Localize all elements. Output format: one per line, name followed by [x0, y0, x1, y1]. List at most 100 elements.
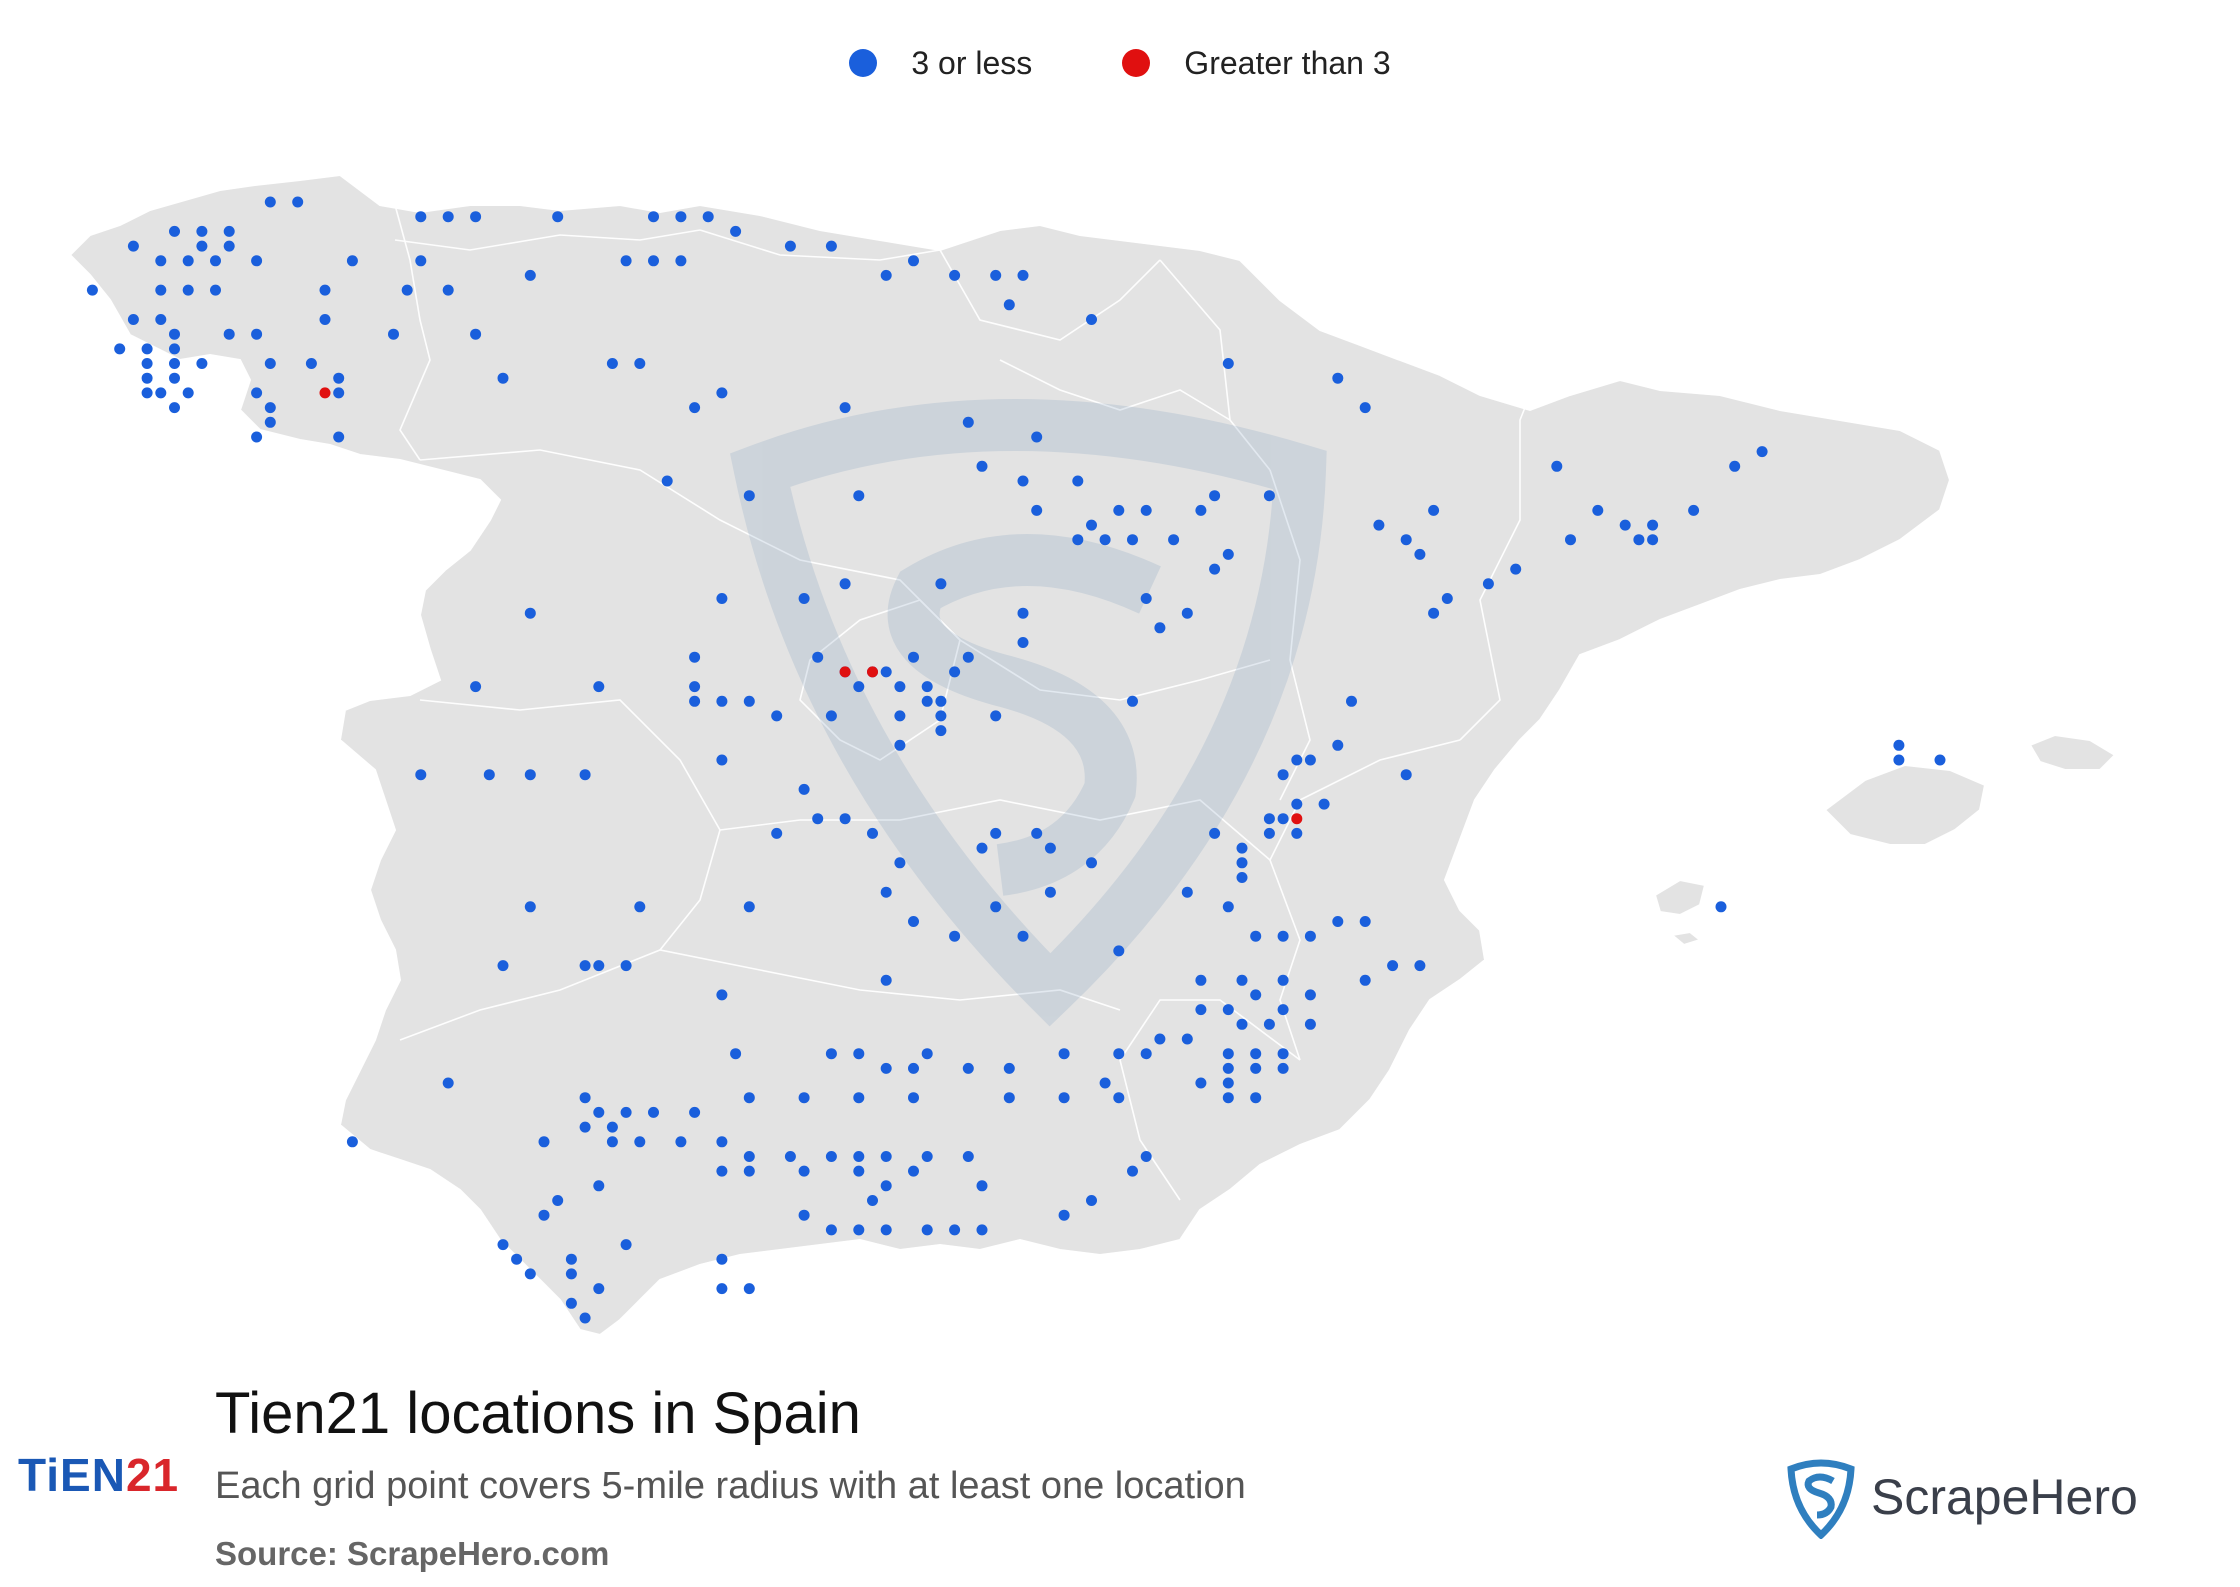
location-dot-low	[689, 651, 701, 663]
formentera	[1669, 930, 1703, 947]
location-dot-low	[497, 372, 509, 384]
location-dot-low	[1400, 769, 1412, 781]
location-dot-low	[730, 1048, 742, 1060]
location-dot-low	[182, 255, 194, 267]
location-dot-low	[730, 225, 742, 237]
location-dot-low	[579, 769, 591, 781]
location-dot-low	[1031, 827, 1043, 839]
location-dot-low	[333, 372, 345, 384]
location-dot-low	[962, 1062, 974, 1074]
location-dot-low	[1400, 534, 1412, 546]
location-dot-low	[141, 372, 153, 384]
border-castile-la-mancha	[719, 799, 1271, 861]
legend: 3 or less Greater than 3	[0, 38, 2240, 88]
legend-item-0: 3 or less	[849, 45, 1032, 82]
location-dot-low	[538, 1209, 550, 1221]
location-dot-low	[593, 681, 605, 693]
location-dot-low	[210, 284, 221, 296]
location-dot-low	[155, 284, 167, 296]
location-dot-low	[1127, 1165, 1138, 1177]
location-dot-low	[620, 255, 632, 267]
location-dot-low	[223, 328, 235, 340]
location-dot-low	[565, 1268, 577, 1280]
location-dot-low	[716, 1136, 728, 1148]
location-dot-low	[1633, 534, 1645, 546]
location-dot-low	[1195, 504, 1207, 516]
location-dot-low	[1031, 431, 1043, 443]
location-dot-low	[442, 284, 454, 296]
location-dot-low	[1222, 1048, 1234, 1060]
shield-s-icon	[1787, 1459, 1855, 1539]
location-dot-low	[1236, 974, 1248, 986]
border-catalonia	[1459, 319, 1561, 741]
location-dot-low	[853, 1048, 865, 1060]
location-dot-low	[1359, 916, 1371, 927]
location-dot-low	[935, 578, 947, 590]
location-dot-low	[1181, 886, 1193, 898]
location-dot-low	[867, 1195, 878, 1206]
location-dot-low	[620, 1239, 632, 1251]
location-dot-low	[620, 960, 632, 972]
location-dot-low	[648, 255, 659, 267]
location-dot-low	[1209, 827, 1221, 839]
location-dot-low	[1222, 1004, 1234, 1016]
location-dot-low	[1346, 695, 1357, 707]
legend-item-1: Greater than 3	[1122, 45, 1391, 82]
location-dot-low	[155, 387, 167, 399]
location-dot-low	[853, 490, 865, 502]
location-dot-low	[689, 402, 701, 414]
border-asturias	[394, 229, 701, 251]
location-dot-low	[169, 372, 180, 384]
location-dot-low	[524, 769, 536, 781]
location-dot-low	[620, 1106, 632, 1118]
location-dot-low	[579, 1092, 591, 1104]
location-dot-low	[702, 211, 714, 223]
location-dot-low	[825, 710, 837, 722]
location-dot-low	[962, 416, 974, 428]
location-dot-low	[949, 269, 961, 281]
location-dot-low	[524, 1268, 536, 1280]
tien21-logo-part1: TiEN	[18, 1449, 126, 1501]
location-dot-low	[716, 1165, 728, 1177]
location-dot-low	[565, 1297, 577, 1309]
location-dot-low	[1934, 754, 1946, 766]
location-dot-low	[196, 240, 208, 252]
location-dot-low	[689, 695, 701, 707]
location-dot-low	[1058, 1048, 1070, 1060]
location-dot-low	[1222, 1077, 1234, 1089]
location-dot-low	[292, 196, 304, 208]
location-dot-low	[839, 578, 851, 590]
location-dot-low	[1017, 637, 1029, 648]
location-dot-low	[319, 314, 331, 325]
location-dot-low	[264, 358, 276, 369]
location-dot-low	[648, 211, 659, 223]
location-dot-low	[593, 1180, 605, 1192]
location-dot-low	[1263, 813, 1275, 825]
land-shapes	[68, 173, 2117, 1337]
location-dot-low	[1127, 695, 1138, 707]
location-dot-low	[962, 651, 974, 663]
location-dot-low	[812, 813, 824, 825]
location-dot-low	[1140, 1048, 1152, 1060]
location-dot-low	[1373, 519, 1385, 531]
location-dot-low	[908, 1062, 919, 1074]
location-dot-low	[743, 1092, 755, 1104]
location-dot-low	[1428, 504, 1440, 516]
location-dot-low	[1154, 622, 1166, 634]
location-dot-low	[1236, 842, 1248, 854]
location-dot-low	[1263, 1018, 1275, 1030]
location-dot-low	[1086, 519, 1097, 531]
location-dot-low	[1304, 754, 1316, 766]
location-dot-low	[634, 358, 646, 369]
location-dot-low	[155, 314, 167, 325]
location-dot-low	[867, 827, 878, 839]
location-dot-low	[1140, 593, 1152, 604]
location-dot-low	[634, 901, 646, 913]
location-dot-low	[880, 886, 892, 898]
location-dot-low	[1140, 1151, 1152, 1162]
location-dot-low	[825, 1151, 837, 1162]
location-dot-low	[825, 240, 837, 252]
location-dot-low	[716, 387, 728, 399]
location-dot-low	[1086, 857, 1097, 869]
location-dot-low	[880, 974, 892, 986]
